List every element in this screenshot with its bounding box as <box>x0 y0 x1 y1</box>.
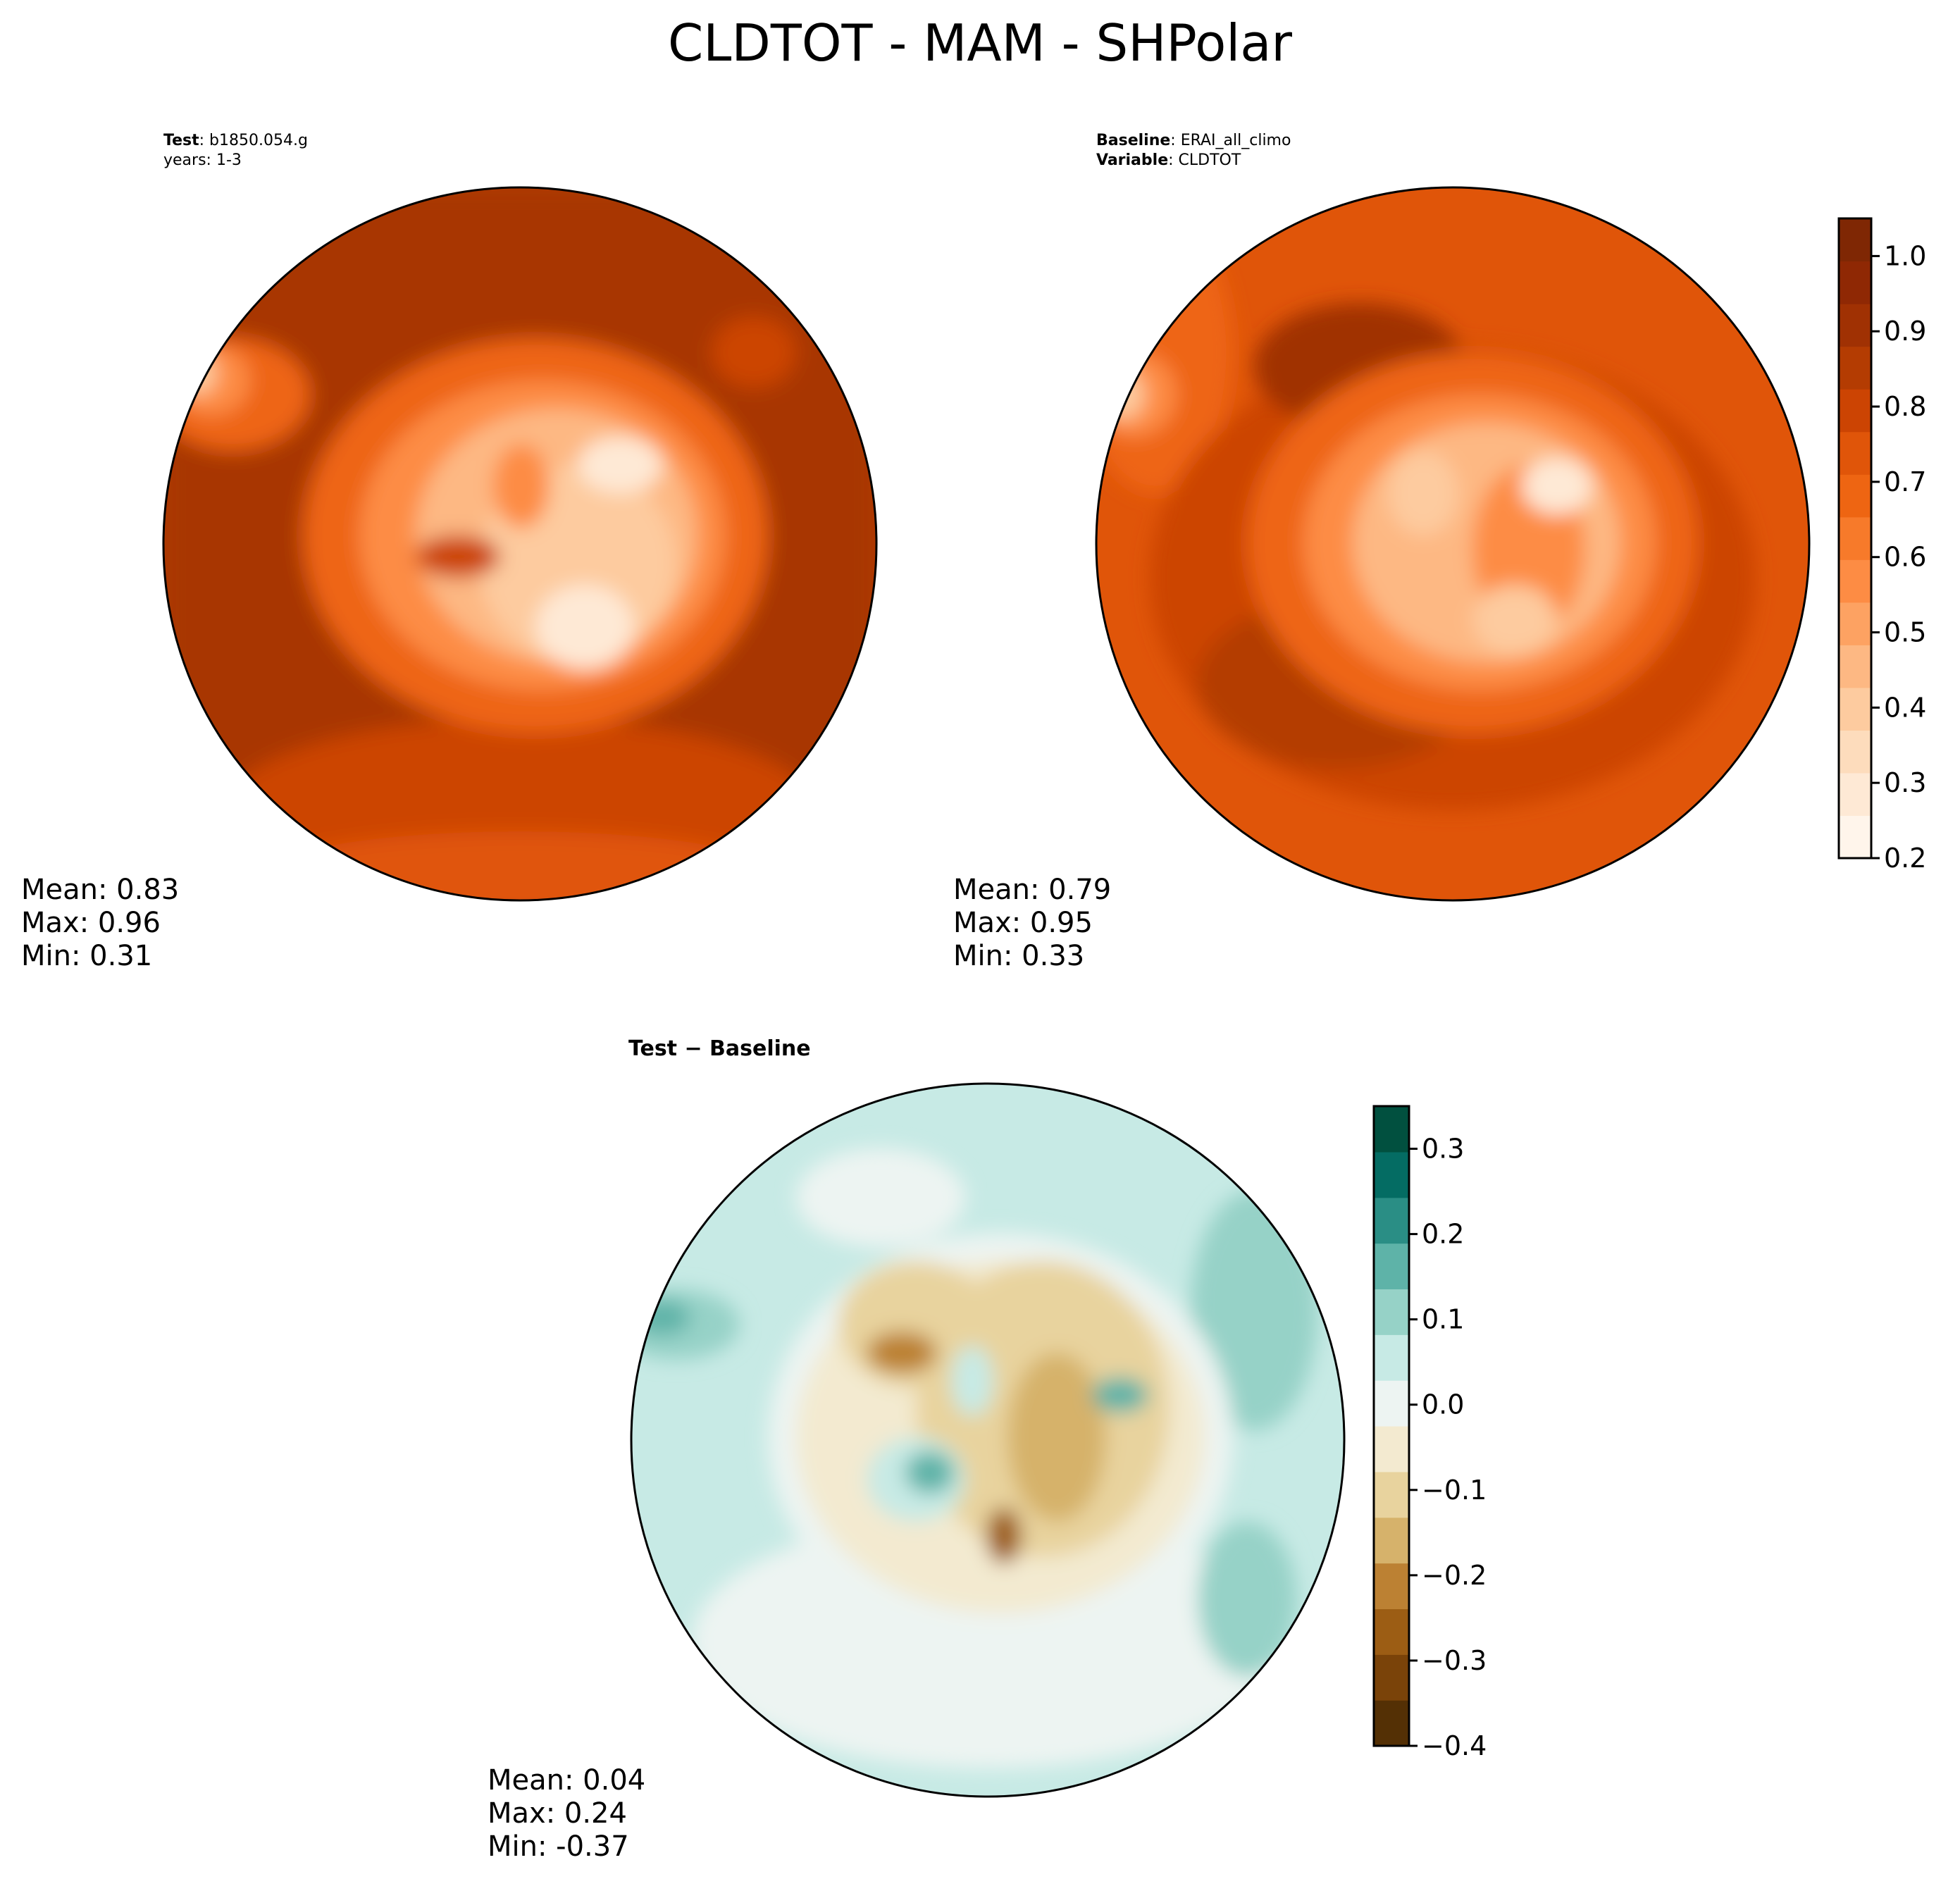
baseline-colorbar-tick-label: 0.9 <box>1884 316 1926 347</box>
diff-colorbar: −0.4 −0.3 −0.2 −0.1 0.0 0.1 0.2 0.3 <box>1372 1105 1487 1761</box>
baseline-header-line2: Variable: CLDTOT <box>1096 151 1241 169</box>
baseline-header-value: : ERAI_all_climo <box>1170 132 1291 149</box>
baseline-colorbar-frame <box>1837 217 1873 860</box>
test-max: Max: 0.96 <box>21 907 161 939</box>
baseline-map-border <box>1095 186 1811 902</box>
baseline-colorbar-tick-label: 0.7 <box>1884 466 1926 497</box>
baseline-colorbar-swatch <box>1839 389 1871 433</box>
diff-colorbar-swatch <box>1374 1380 1409 1427</box>
baseline-colorbar-swatch <box>1839 559 1871 603</box>
diff-colorbar-swatch <box>1374 1106 1409 1153</box>
variable-label: Variable <box>1096 151 1168 169</box>
baseline-colorbar-tick-label: 0.6 <box>1884 542 1926 573</box>
diff-colorbar-tick-label: 0.2 <box>1422 1219 1464 1250</box>
baseline-colorbar-swatch <box>1839 687 1871 731</box>
baseline-max: Max: 0.95 <box>953 907 1093 939</box>
baseline-colorbar-tick-label: 0.8 <box>1884 391 1926 422</box>
baseline-colorbar-swatch <box>1839 730 1871 774</box>
baseline-colorbar-tick-label: 1.0 <box>1884 240 1926 271</box>
diff-mean: Mean: 0.04 <box>488 1764 645 1797</box>
baseline-colorbar-swatch <box>1839 304 1871 347</box>
test-header-line1: Test: b1850.054.g <box>163 132 308 149</box>
diff-header: Test − Baseline <box>628 1036 811 1061</box>
test-map <box>162 186 878 902</box>
diff-colorbar-tick-label: −0.1 <box>1422 1475 1487 1506</box>
baseline-colorbar-tick-label: 0.5 <box>1884 617 1926 648</box>
baseline-colorbar-swatch <box>1839 645 1871 688</box>
baseline-colorbar-swatch <box>1839 815 1871 859</box>
diff-colorbar-swatch <box>1374 1700 1409 1747</box>
diff-colorbar-frame <box>1372 1105 1410 1747</box>
baseline-min: Min: 0.33 <box>953 940 1084 972</box>
diff-map-border <box>630 1082 1346 1798</box>
figure-title: CLDTOT - MAM - SHPolar <box>668 13 1292 73</box>
diff-map <box>630 1082 1346 1798</box>
baseline-header-line1: Baseline: ERAI_all_climo <box>1096 132 1291 149</box>
baseline-colorbar-swatch <box>1839 772 1871 817</box>
test-min: Min: 0.31 <box>21 940 152 972</box>
baseline-map <box>1095 186 1811 902</box>
diff-colorbar-swatch <box>1374 1608 1409 1655</box>
baseline-colorbar-swatch <box>1839 261 1871 304</box>
baseline-colorbar-swatch <box>1839 431 1871 475</box>
test-header-label: Test <box>163 132 199 149</box>
diff-colorbar-tick-label: −0.3 <box>1422 1645 1487 1676</box>
test-mean: Mean: 0.83 <box>21 874 179 906</box>
diff-colorbar-tick-label: 0.0 <box>1422 1389 1464 1420</box>
diff-colorbar-swatch <box>1374 1197 1409 1244</box>
baseline-colorbar-swatch <box>1839 474 1871 518</box>
baseline-colorbar-tick-label: 0.2 <box>1884 843 1926 874</box>
baseline-colorbar: 0.2 0.3 0.4 0.5 0.6 0.7 0.8 0.9 1.0 <box>1837 217 1926 874</box>
baseline-colorbar-swatch <box>1839 218 1871 262</box>
baseline-mean: Mean: 0.79 <box>953 874 1111 906</box>
test-map-border <box>162 186 878 902</box>
diff-colorbar-swatch <box>1374 1517 1409 1564</box>
test-header-years: years: 1-3 <box>163 151 242 169</box>
diff-colorbar-tick-label: −0.2 <box>1422 1560 1487 1591</box>
baseline-colorbar-swatch <box>1839 602 1871 645</box>
baseline-header-label: Baseline <box>1096 132 1170 149</box>
diff-colorbar-swatch <box>1374 1334 1409 1381</box>
diff-max: Max: 0.24 <box>488 1797 627 1830</box>
diff-colorbar-swatch <box>1374 1151 1409 1198</box>
diff-min: Min: -0.37 <box>488 1830 629 1863</box>
diff-colorbar-tick-label: 0.3 <box>1422 1134 1464 1165</box>
diff-colorbar-swatch <box>1374 1563 1409 1610</box>
diff-colorbar-swatch <box>1374 1289 1409 1335</box>
baseline-colorbar-tick-label: 0.4 <box>1884 692 1926 723</box>
diff-colorbar-swatch <box>1374 1654 1409 1701</box>
diff-colorbar-swatch <box>1374 1426 1409 1472</box>
baseline-colorbar-swatch <box>1839 516 1871 560</box>
diff-colorbar-swatch <box>1374 1243 1409 1290</box>
baseline-colorbar-swatch <box>1839 346 1871 390</box>
diff-colorbar-tick-label: 0.1 <box>1422 1304 1464 1335</box>
test-header-value: : b1850.054.g <box>199 132 308 149</box>
baseline-colorbar-tick-label: 0.3 <box>1884 767 1926 798</box>
diff-colorbar-swatch <box>1374 1471 1409 1518</box>
variable-value: : CLDTOT <box>1168 151 1241 169</box>
diff-colorbar-tick-label: −0.4 <box>1422 1730 1487 1761</box>
